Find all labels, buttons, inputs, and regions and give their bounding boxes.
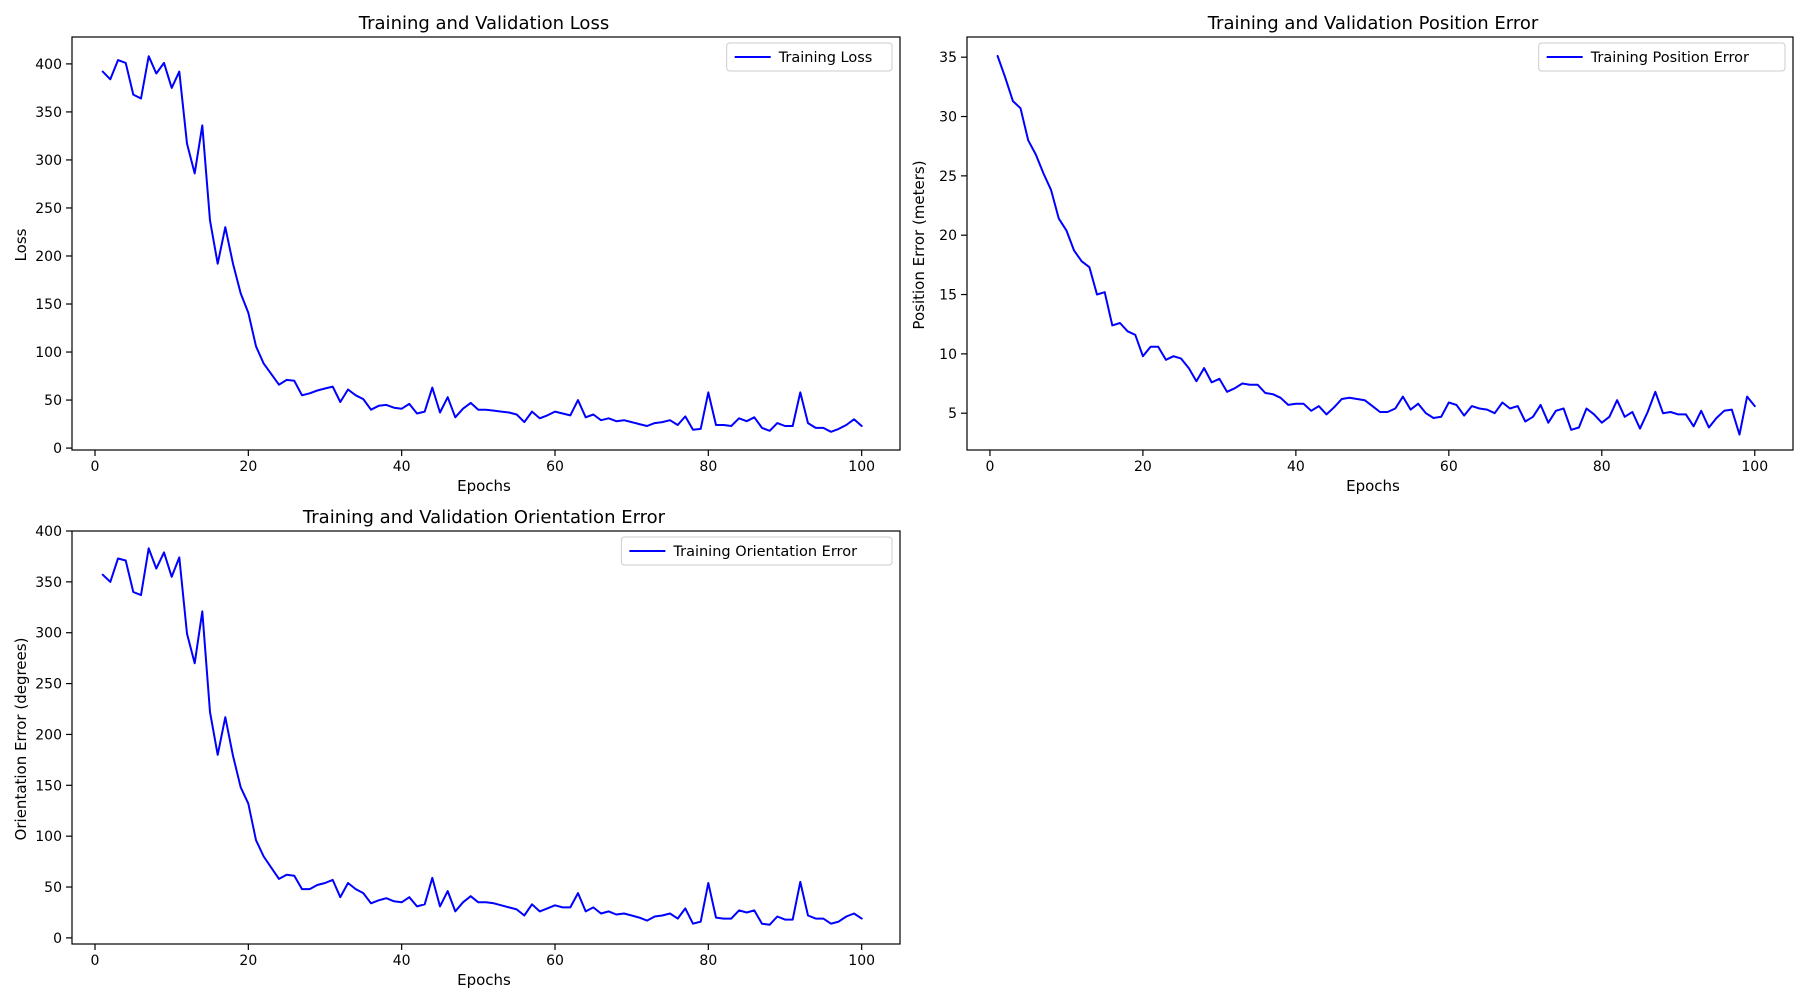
y-tick-label: 150 (35, 297, 62, 313)
y-tick-label: 15 (939, 288, 957, 304)
y-tick-label: 250 (35, 201, 62, 217)
series-line (101, 547, 863, 926)
legend-label: Training Position Error (1590, 50, 1749, 66)
y-tick-label: 0 (53, 441, 62, 457)
y-tick-label: 200 (35, 727, 62, 743)
x-axis-label: Epochs (457, 477, 511, 495)
chart-position-error: Training and Validation Position Error E… (910, 13, 1794, 495)
chart-orientation-error: Training and Validation Orientation Erro… (12, 507, 901, 989)
y-tick-label: 250 (35, 677, 62, 693)
y-tick-label: 35 (939, 50, 957, 66)
y-tick-label: 400 (35, 57, 62, 73)
y-tick-label: 50 (44, 393, 62, 409)
x-axis-label: Epochs (457, 971, 511, 989)
y-tick-label: 350 (35, 575, 62, 591)
x-tick-label: 60 (1440, 459, 1458, 475)
legend-box (1538, 42, 1786, 72)
plot-frame (71, 530, 901, 945)
y-tick-label: 30 (939, 110, 957, 126)
series-line (101, 55, 863, 433)
y-tick-label: 150 (35, 778, 62, 794)
x-tick-label: 40 (393, 953, 411, 969)
y-tick-label: 300 (35, 153, 62, 169)
x-tick-label: 80 (1593, 459, 1611, 475)
y-tick-label: 100 (35, 829, 62, 845)
series-line (996, 55, 1756, 436)
x-tick-label: 60 (546, 459, 564, 475)
y-tick-label: 20 (939, 228, 957, 244)
x-axis-label: Epochs (1346, 477, 1400, 495)
chart-title: Training and Validation Orientation Erro… (302, 507, 666, 528)
y-tick-label: 25 (939, 169, 957, 185)
y-tick-label: 350 (35, 105, 62, 121)
x-tick-label: 100 (848, 953, 875, 969)
x-tick-label: 0 (985, 459, 994, 475)
y-tick-label: 200 (35, 249, 62, 265)
x-tick-label: 100 (1741, 459, 1768, 475)
x-tick-label: 100 (848, 459, 875, 475)
x-tick-label: 20 (1134, 459, 1152, 475)
y-axis-label: Position Error (meters) (910, 160, 928, 329)
x-tick-label: 0 (91, 953, 100, 969)
y-tick-label: 300 (35, 626, 62, 642)
x-tick-label: 20 (239, 459, 257, 475)
x-tick-label: 80 (699, 459, 717, 475)
x-tick-label: 40 (393, 459, 411, 475)
y-axis-label: Orientation Error (degrees) (12, 638, 30, 841)
x-tick-label: 20 (239, 953, 257, 969)
y-axis-label: Loss (12, 228, 30, 261)
y-tick-label: 5 (948, 406, 957, 422)
y-tick-label: 0 (53, 931, 62, 947)
legend-label: Training Orientation Error (672, 544, 857, 560)
y-tick-label: 100 (35, 345, 62, 361)
chart-title: Training and Validation Position Error (1207, 13, 1539, 34)
chart-title: Training and Validation Loss (358, 13, 609, 34)
y-tick-label: 10 (939, 347, 957, 363)
legend-box (726, 42, 893, 72)
x-tick-label: 60 (546, 953, 564, 969)
y-tick-label: 400 (35, 524, 62, 540)
chart-loss: Training and Validation Loss Epochs Loss… (12, 13, 901, 495)
y-tick-label: 50 (44, 880, 62, 896)
plot-frame (966, 36, 1794, 451)
x-tick-label: 80 (699, 953, 717, 969)
legend-label: Training Loss (778, 50, 873, 66)
legend-box (620, 536, 893, 566)
x-tick-label: 40 (1287, 459, 1305, 475)
plot-frame (71, 36, 901, 451)
x-tick-label: 0 (91, 459, 100, 475)
